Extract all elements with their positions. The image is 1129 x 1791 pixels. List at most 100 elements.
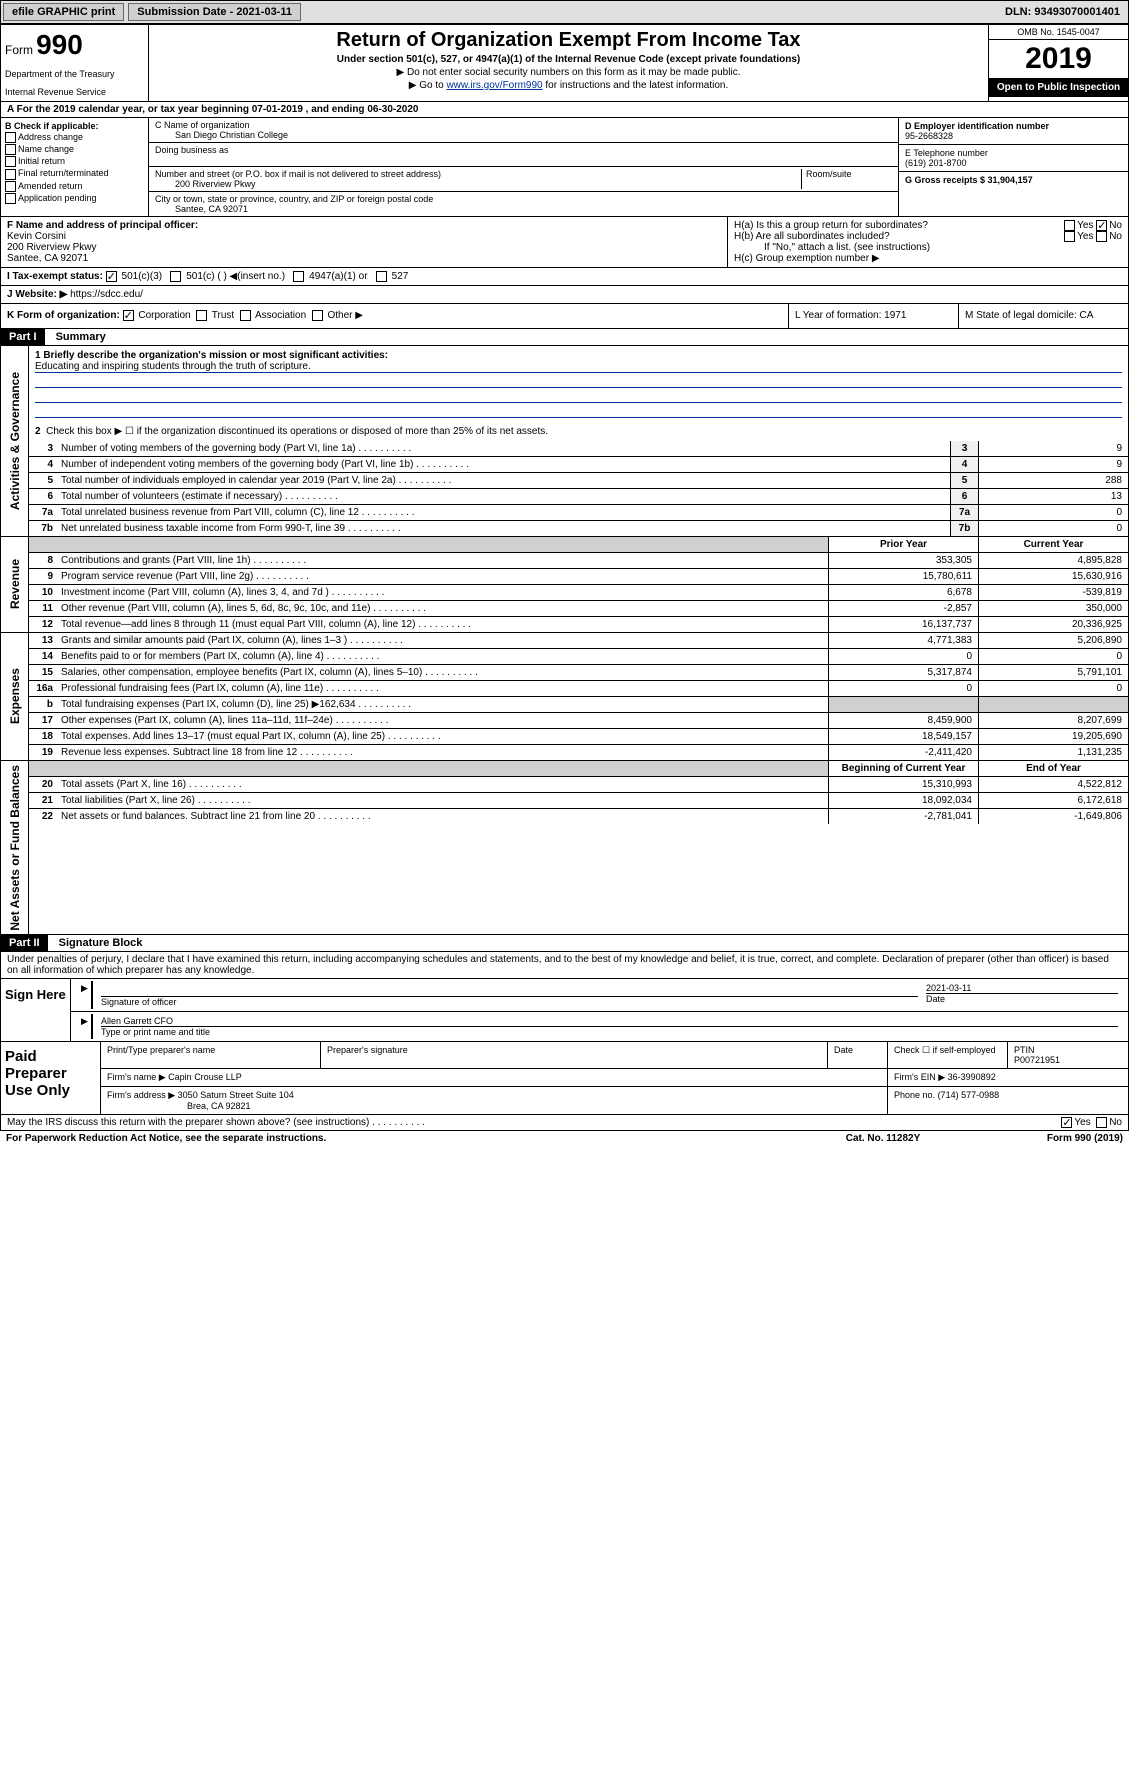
sig-officer-label: Signature of officer: [101, 997, 918, 1007]
part1-header: Part I: [1, 329, 45, 345]
line-3: 3Number of voting members of the governi…: [29, 441, 1128, 457]
chk-address-change[interactable]: Address change: [5, 132, 144, 143]
goto-line: ▶ Go to www.irs.gov/Form990 for instruct…: [157, 80, 980, 91]
f-officer-label: F Name and address of principal officer:: [7, 220, 721, 231]
addr-label: Number and street (or P.O. box if mail i…: [155, 169, 801, 179]
ein: 95-2668328: [905, 131, 1122, 141]
prior-year-header: Prior Year: [828, 537, 978, 552]
bottom-line: For Paperwork Reduction Act Notice, see …: [0, 1131, 1129, 1146]
ptin-value: P00721951: [1014, 1055, 1122, 1065]
chk-name-change[interactable]: Name change: [5, 144, 144, 155]
chk-initial-return[interactable]: Initial return: [5, 156, 144, 167]
chk-trust[interactable]: [196, 310, 207, 321]
hb-no[interactable]: [1096, 231, 1107, 242]
q1-label: 1 Briefly describe the organization's mi…: [35, 350, 1122, 361]
ha-yes[interactable]: [1064, 220, 1075, 231]
line-22: 22Net assets or fund balances. Subtract …: [29, 809, 1128, 824]
line-4: 4Number of independent voting members of…: [29, 457, 1128, 473]
line-7b: 7bNet unrelated business taxable income …: [29, 521, 1128, 536]
website-url: https://sdcc.edu/: [70, 289, 143, 300]
print-name-label: Print/Type preparer's name: [101, 1042, 321, 1068]
row-j: J Website: ▶ https://sdcc.edu/: [0, 286, 1129, 304]
ha-label: H(a) Is this a group return for subordin…: [734, 220, 1064, 231]
form-header: Form 990 Department of the Treasury Inte…: [0, 24, 1129, 102]
chk-assoc[interactable]: [240, 310, 251, 321]
line-12: 12Total revenue—add lines 8 through 11 (…: [29, 617, 1128, 632]
sect-expenses: Expenses 13Grants and similar amounts pa…: [0, 633, 1129, 761]
line-5: 5Total number of individuals employed in…: [29, 473, 1128, 489]
chk-amended-return[interactable]: Amended return: [5, 181, 144, 192]
i-label: I Tax-exempt status:: [7, 271, 103, 282]
sig-marker-icon: ▶: [77, 981, 93, 1009]
under-section: Under section 501(c), 527, or 4947(a)(1)…: [157, 54, 980, 65]
firm-addr1: 3050 Saturn Street Suite 104: [178, 1090, 294, 1100]
chk-other[interactable]: [312, 310, 323, 321]
goto-link[interactable]: www.irs.gov/Form990: [446, 80, 542, 91]
chk-527[interactable]: [376, 271, 387, 282]
row-klm: K Form of organization: Corporation Trus…: [0, 304, 1129, 328]
chk-4947[interactable]: [293, 271, 304, 282]
prep-phone: (714) 577-0988: [938, 1090, 1000, 1100]
sect-revenue: Revenue Prior Year Current Year 8Contrib…: [0, 537, 1129, 633]
k-label: K Form of organization:: [7, 311, 120, 322]
section-identity: B Check if applicable: Address change Na…: [0, 118, 1129, 217]
goto-prefix: ▶ Go to: [409, 80, 447, 91]
officer-addr2: Santee, CA 92071: [7, 253, 721, 264]
phone: (619) 201-8700: [905, 158, 1122, 168]
q2-text: Check this box ▶ ☐ if the organization d…: [46, 426, 548, 437]
paid-preparer-block: Paid Preparer Use Only Print/Type prepar…: [0, 1042, 1129, 1115]
omb-number: OMB No. 1545-0047: [989, 25, 1128, 40]
j-label: J Website: ▶: [7, 289, 67, 300]
firm-addr2: Brea, CA 92821: [107, 1101, 881, 1111]
discuss-yes[interactable]: [1061, 1117, 1072, 1128]
vert-ag: Activities & Governance: [6, 368, 24, 514]
paid-prep-label: Paid Preparer Use Only: [1, 1042, 101, 1114]
ptin-label: PTIN: [1014, 1045, 1122, 1055]
line-18: 18Total expenses. Add lines 13–17 (must …: [29, 729, 1128, 745]
discuss-row: May the IRS discuss this return with the…: [0, 1115, 1129, 1131]
discuss-no[interactable]: [1096, 1117, 1107, 1128]
chk-app-pending[interactable]: Application pending: [5, 193, 144, 204]
mission-text: Educating and inspiring students through…: [35, 361, 1122, 373]
line-20: 20Total assets (Part X, line 16)15,310,9…: [29, 777, 1128, 793]
line-10: 10Investment income (Part VIII, column (…: [29, 585, 1128, 601]
paperwork-notice: For Paperwork Reduction Act Notice, see …: [6, 1133, 803, 1144]
check-applicable: B Check if applicable: Address change Na…: [1, 118, 149, 216]
line-11: 11Other revenue (Part VIII, column (A), …: [29, 601, 1128, 617]
row-fh: F Name and address of principal officer:…: [0, 217, 1129, 268]
part2-title: Signature Block: [59, 937, 143, 949]
line-14: 14Benefits paid to or for members (Part …: [29, 649, 1128, 665]
efile-print-button[interactable]: efile GRAPHIC print: [3, 3, 124, 21]
hb-yes[interactable]: [1064, 231, 1075, 242]
officer-printed-name: Allen Garrett CFO: [101, 1016, 1118, 1027]
dept-treasury: Department of the Treasury: [5, 69, 144, 79]
officer-name: Kevin Corsini: [7, 231, 721, 242]
chk-501c3[interactable]: [106, 271, 117, 282]
chk-501c[interactable]: [170, 271, 181, 282]
topbar: efile GRAPHIC print Submission Date - 20…: [0, 0, 1129, 24]
org-name: San Diego Christian College: [155, 130, 892, 140]
officer-addr1: 200 Riverview Pkwy: [7, 242, 721, 253]
line-9: 9Program service revenue (Part VIII, lin…: [29, 569, 1128, 585]
beg-year-header: Beginning of Current Year: [828, 761, 978, 776]
sign-here-block: Sign Here ▶ Signature of officer 2021-03…: [0, 979, 1129, 1042]
sig-date: 2021-03-11: [926, 983, 1118, 994]
chk-final-return[interactable]: Final return/terminated: [5, 168, 144, 179]
goto-suffix: for instructions and the latest informat…: [543, 80, 729, 91]
ha-no[interactable]: [1096, 220, 1107, 231]
tax-year: 2019: [989, 40, 1128, 78]
vert-rev: Revenue: [6, 555, 24, 613]
city-state-zip: Santee, CA 92071: [155, 204, 892, 214]
discuss-text: May the IRS discuss this return with the…: [7, 1117, 369, 1128]
sign-here-label: Sign Here: [1, 979, 71, 1041]
check-self-employed[interactable]: Check ☐ if self-employed: [888, 1042, 1008, 1068]
line-6: 6Total number of volunteers (estimate if…: [29, 489, 1128, 505]
firm-addr-label: Firm's address ▶: [107, 1090, 175, 1100]
line-15: 15Salaries, other compensation, employee…: [29, 665, 1128, 681]
vert-na: Net Assets or Fund Balances: [6, 761, 24, 935]
sect-activities-governance: Activities & Governance 1 Briefly descri…: [0, 346, 1129, 537]
firm-name-label: Firm's name ▶: [107, 1072, 166, 1082]
chk-corp[interactable]: [123, 310, 134, 321]
g-gross-receipts: G Gross receipts $ 31,904,157: [899, 172, 1128, 188]
form-number: 990: [36, 29, 83, 60]
